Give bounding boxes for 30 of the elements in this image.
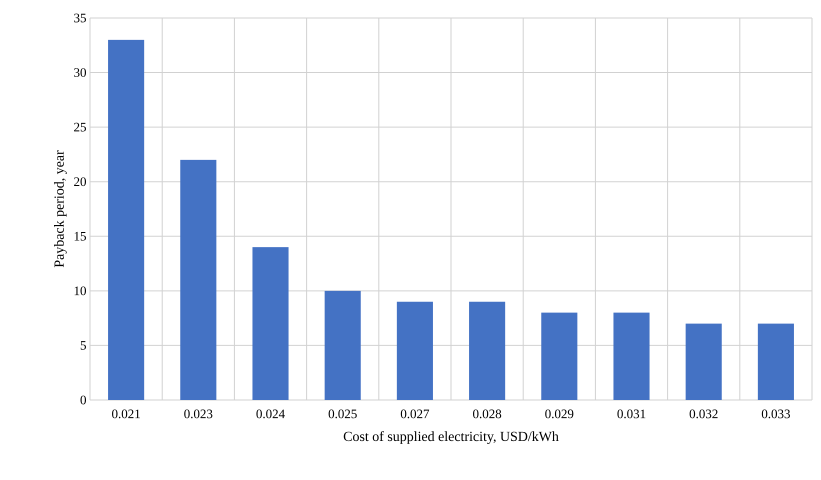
bar bbox=[324, 290, 361, 400]
x-tick-label: 0.025 bbox=[328, 410, 357, 418]
y-tick-label: 25 bbox=[74, 122, 86, 132]
bar bbox=[758, 324, 794, 400]
y-tick-label: 15 bbox=[74, 232, 86, 241]
bar bbox=[613, 312, 650, 400]
x-tick-label: 0.031 bbox=[617, 410, 646, 418]
x-tick-label: 0.021 bbox=[112, 410, 140, 418]
x-tick-label: 0.032 bbox=[690, 410, 718, 418]
x-tick-label: 0.027 bbox=[400, 410, 430, 418]
x-tick-label: 0.023 bbox=[184, 410, 212, 418]
x-axis-title: Cost of supplied electricity, USD/kWh bbox=[344, 431, 559, 444]
bar bbox=[469, 302, 506, 400]
x-tick-label: 0.024 bbox=[256, 410, 285, 418]
y-tick-label: 35 bbox=[74, 14, 86, 22]
y-tick-label: 30 bbox=[74, 68, 86, 77]
y-tick-label: 5 bbox=[80, 341, 86, 350]
x-tick-label: 0.029 bbox=[545, 410, 574, 418]
bar bbox=[180, 160, 216, 400]
x-tick-label: 0.028 bbox=[473, 410, 502, 418]
bar bbox=[108, 40, 144, 400]
bar bbox=[686, 324, 722, 400]
y-axis-title: Payback period, year bbox=[54, 150, 67, 268]
y-tick-label: 20 bbox=[74, 177, 86, 186]
bar bbox=[541, 312, 578, 400]
y-tick-label: 10 bbox=[74, 286, 86, 296]
bar bbox=[252, 247, 289, 400]
y-tick-label: 0 bbox=[80, 396, 86, 404]
bar bbox=[396, 302, 433, 400]
x-tick-label: 0.033 bbox=[762, 410, 790, 418]
